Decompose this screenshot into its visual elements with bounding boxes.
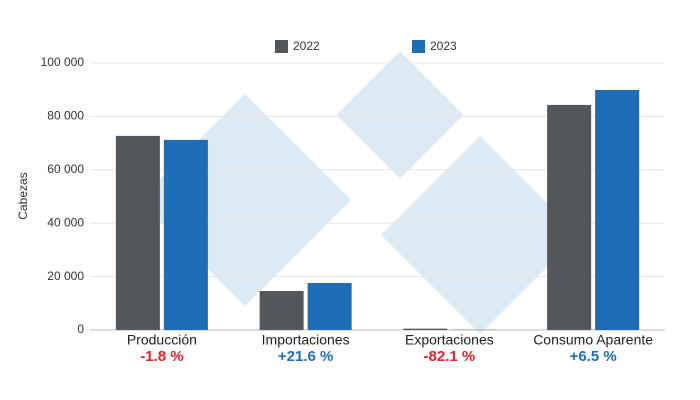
bar <box>547 104 592 330</box>
y-tick-label: 60 000 <box>47 162 84 176</box>
x-tick-label: Consumo Aparente <box>533 332 653 348</box>
bar <box>403 328 448 330</box>
annotation: +21.6 % <box>278 348 333 365</box>
annotation: +6.5 % <box>570 348 617 365</box>
y-tick-label: 80 000 <box>47 109 84 123</box>
x-tick-label: Exportaciones <box>405 332 494 348</box>
bar <box>595 89 640 330</box>
annotation: -1.8 % <box>140 348 183 365</box>
x-tick-label: Producción <box>127 332 197 348</box>
legend-label: 2022 <box>293 39 320 53</box>
y-tick-label: 100 000 <box>41 55 85 69</box>
legend-swatch <box>412 40 425 53</box>
y-axis-label: Cabezas <box>16 172 30 219</box>
legend-swatch <box>275 40 288 53</box>
bar <box>259 291 304 330</box>
bar <box>115 135 160 330</box>
annotation: -82.1 % <box>424 348 476 365</box>
y-tick-label: 40 000 <box>47 215 84 229</box>
y-tick-label: 0 <box>77 322 84 336</box>
legend-label: 2023 <box>430 39 457 53</box>
x-tick-label: Importaciones <box>262 332 350 348</box>
y-tick-label: 20 000 <box>47 269 84 283</box>
bar <box>163 139 208 330</box>
bar <box>307 283 352 330</box>
